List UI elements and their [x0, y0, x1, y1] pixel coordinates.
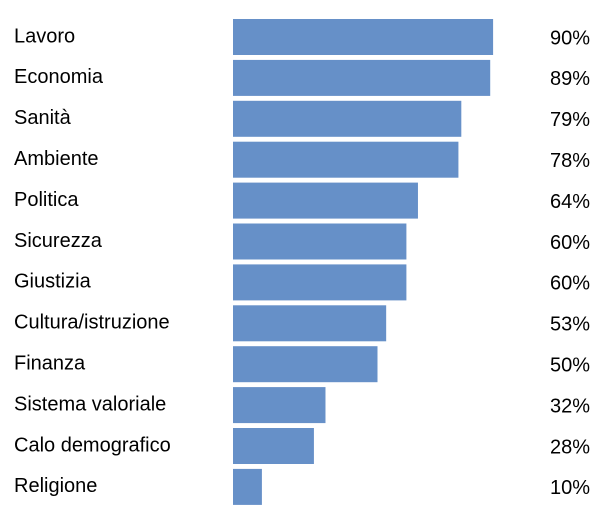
value-label: 60%: [550, 232, 590, 254]
bar: [233, 59, 491, 96]
category-label: Economia: [14, 66, 104, 88]
bar: [233, 182, 418, 219]
value-label: 79%: [550, 109, 590, 131]
value-label: 60%: [550, 273, 590, 295]
value-label: 32%: [550, 395, 590, 417]
category-label: Calo demografico: [14, 434, 171, 456]
value-label: 50%: [550, 354, 590, 376]
category-label: Religione: [14, 475, 97, 497]
bar: [233, 141, 459, 178]
value-label: 78%: [550, 150, 590, 172]
bar: [233, 346, 378, 383]
bar: [233, 19, 494, 55]
value-label: 64%: [550, 191, 590, 213]
value-label: 90%: [550, 27, 590, 49]
value-label: 53%: [550, 314, 590, 336]
value-label: 89%: [550, 68, 590, 90]
category-label: Cultura/istruzione: [14, 312, 170, 334]
bar: [233, 468, 262, 505]
bar: [233, 223, 407, 260]
category-label: Politica: [14, 189, 79, 211]
bar: [233, 305, 387, 342]
bar: [233, 264, 407, 301]
value-label: 10%: [550, 477, 590, 499]
bar: [233, 387, 326, 424]
bar: [233, 428, 314, 464]
category-label: Finanza: [14, 352, 86, 374]
value-label: 28%: [550, 436, 590, 458]
category-label: Giustizia: [14, 271, 92, 293]
category-label: Sanità: [14, 107, 72, 129]
category-label: Sicurezza: [14, 230, 103, 252]
category-label: Ambiente: [14, 148, 99, 170]
category-label: Sistema valoriale: [14, 393, 166, 415]
category-label: Lavoro: [14, 25, 75, 47]
bar: [233, 100, 462, 137]
